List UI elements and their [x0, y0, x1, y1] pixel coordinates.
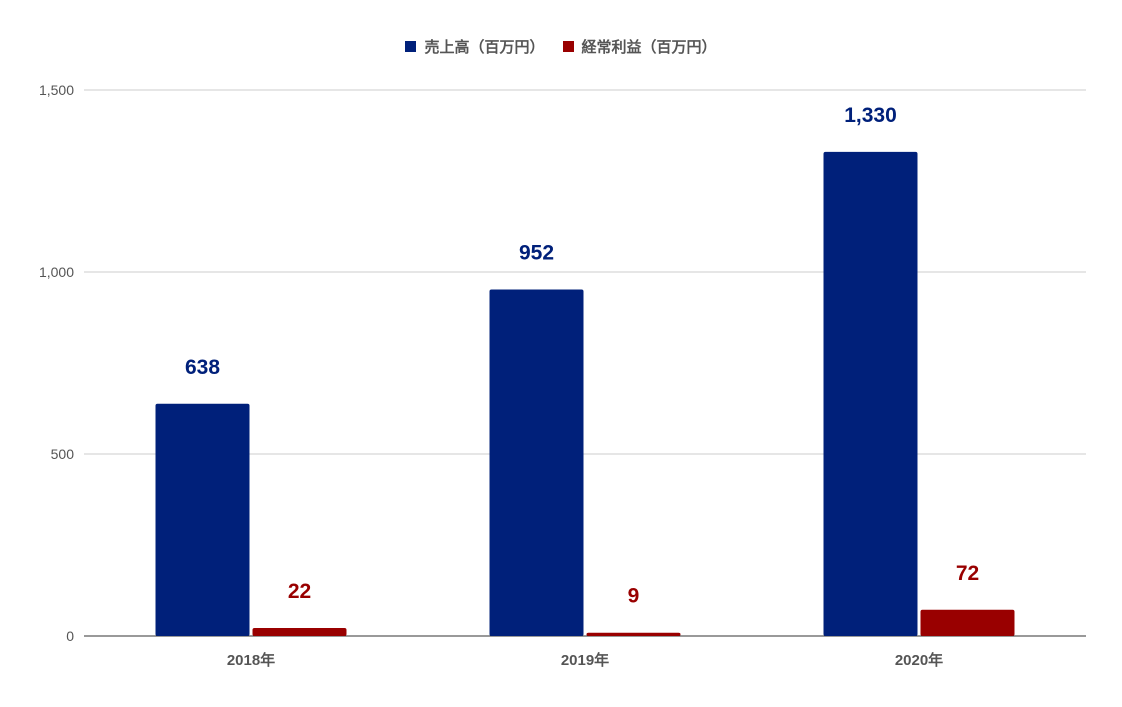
x-tick-label: 2018年: [227, 651, 275, 669]
x-tick-label: 2020年: [895, 651, 943, 669]
data-label-sales: 952: [519, 241, 554, 264]
data-label-profit: 22: [288, 580, 311, 603]
legend-item-sales[interactable]: 売上高（百万円）: [405, 36, 545, 57]
bar-profit: [586, 632, 681, 636]
y-tick-label: 1,000: [39, 264, 74, 280]
data-label-profit: 9: [628, 585, 640, 608]
bar-sales: [489, 289, 584, 636]
legend: 売上高（百万円） 経常利益（百万円）: [0, 36, 1122, 57]
bar-sales: [823, 151, 918, 636]
legend-swatch-sales: [405, 41, 417, 52]
legend-label-sales: 売上高（百万円）: [424, 38, 545, 56]
data-label-sales: 1,330: [844, 104, 897, 127]
legend-item-profit[interactable]: 経常利益（百万円）: [562, 36, 717, 57]
legend-label-profit: 経常利益（百万円）: [581, 38, 717, 56]
bar-profit: [920, 609, 1015, 636]
legend-swatch-profit: [562, 41, 574, 52]
data-label-profit: 72: [956, 562, 979, 585]
y-tick-label: 0: [66, 628, 74, 644]
bar-sales: [155, 403, 250, 636]
y-tick-label: 500: [51, 446, 75, 462]
y-tick-label: 1,500: [39, 82, 74, 98]
x-tick-label: 2019年: [561, 651, 609, 669]
bar-profit: [252, 627, 347, 636]
data-label-sales: 638: [185, 356, 220, 379]
